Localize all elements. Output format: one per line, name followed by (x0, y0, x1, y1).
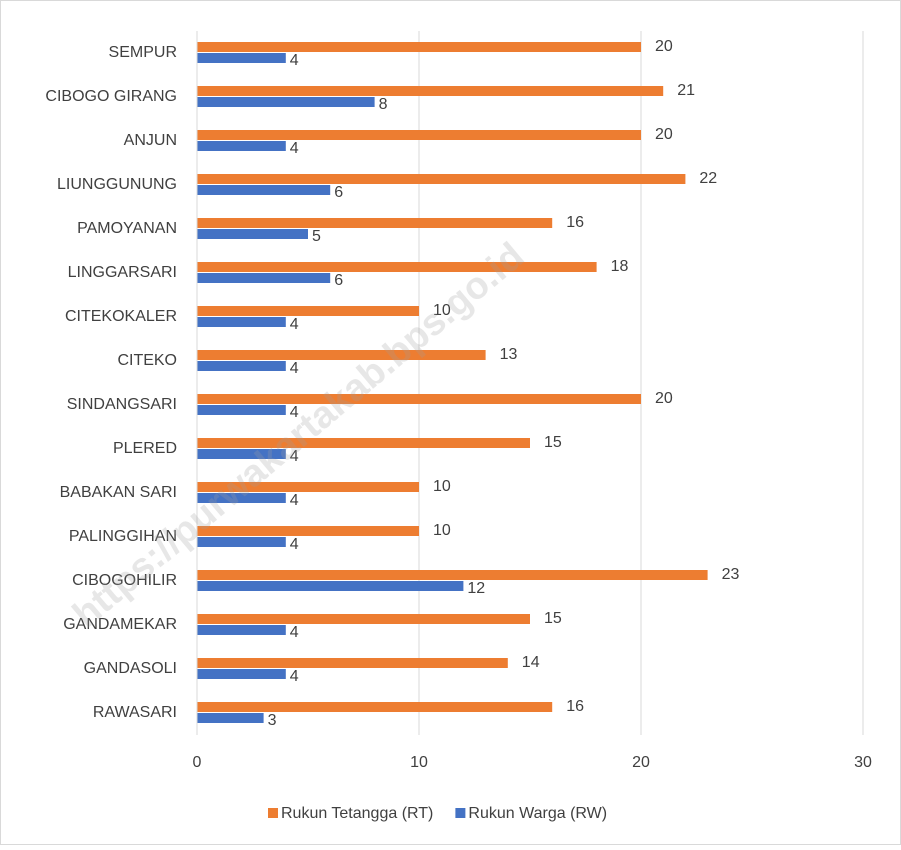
data-label: 4 (290, 492, 299, 509)
bar (197, 350, 486, 360)
y-tick-label: GANDAMEKAR (63, 616, 177, 633)
legend-swatch (268, 808, 278, 818)
bar (197, 130, 641, 140)
data-label: 6 (334, 184, 343, 201)
x-tick-label: 30 (854, 754, 872, 771)
x-tick-label: 20 (632, 754, 650, 771)
bar (197, 218, 553, 228)
data-label: 21 (677, 82, 695, 99)
bar (197, 625, 286, 635)
y-tick-label: RAWASARI (93, 704, 177, 721)
bar (197, 42, 641, 52)
bar (197, 86, 664, 96)
bar (197, 405, 286, 415)
y-tick-label: PLERED (113, 440, 177, 457)
data-label: 4 (290, 448, 299, 465)
bar (197, 306, 419, 316)
data-label: 4 (290, 536, 299, 553)
data-label: 16 (566, 698, 584, 715)
data-label: 18 (611, 258, 629, 275)
y-tick-label: SINDANGSARI (67, 396, 177, 413)
bar (197, 526, 419, 536)
data-label: 4 (290, 52, 299, 69)
data-label: 10 (433, 522, 451, 539)
bar (197, 581, 464, 591)
y-tick-label: CIBOGOHILIR (72, 572, 177, 589)
data-label: 10 (433, 302, 451, 319)
y-tick-label: LIUNGGUNUNG (57, 176, 177, 193)
bar (197, 449, 286, 459)
data-label: 4 (290, 360, 299, 377)
bar (197, 317, 286, 327)
bar (197, 53, 286, 63)
data-label: 8 (379, 96, 388, 113)
data-label: 23 (722, 566, 740, 583)
data-label: 5 (312, 228, 321, 245)
bar (197, 713, 264, 723)
y-tick-label: CITEKOKALER (65, 308, 177, 325)
bar (197, 669, 286, 679)
x-tick-label: 10 (410, 754, 428, 771)
bar (197, 174, 686, 184)
y-tick-label: LINGGARSARI (68, 264, 177, 281)
y-tick-label: GANDASOLI (84, 660, 177, 677)
bar (197, 97, 375, 107)
data-label: 4 (290, 668, 299, 685)
bar (197, 658, 508, 668)
data-label: 20 (655, 38, 673, 55)
data-label: 10 (433, 478, 451, 495)
bar (197, 185, 331, 195)
x-tick-label: 0 (193, 754, 202, 771)
data-label: 12 (467, 580, 485, 597)
data-label: 6 (334, 272, 343, 289)
data-label: 20 (655, 390, 673, 407)
y-tick-label: PALINGGIHAN (69, 528, 177, 545)
bar (197, 570, 708, 580)
legend-label: Rukun Tetangga (RT) (281, 805, 433, 822)
data-label: 13 (500, 346, 518, 363)
data-label: 14 (522, 654, 540, 671)
y-tick-label: CIBOGO GIRANG (45, 88, 177, 105)
y-tick-label: ANJUN (124, 132, 177, 149)
data-label: 22 (699, 170, 717, 187)
bar (197, 702, 553, 712)
y-tick-label: BABAKAN SARI (60, 484, 177, 501)
data-label: 15 (544, 610, 562, 627)
legend-swatch (455, 808, 466, 818)
y-tick-label: PAMOYANAN (77, 220, 177, 237)
bar (197, 493, 286, 503)
bar (197, 394, 641, 404)
y-tick-label: SEMPUR (109, 44, 177, 61)
bar (197, 273, 331, 283)
bar (197, 537, 286, 547)
data-label: 4 (290, 140, 299, 157)
y-tick-label: CITEKO (117, 352, 177, 369)
data-label: 4 (290, 316, 299, 333)
bar (197, 438, 530, 448)
data-label: 20 (655, 126, 673, 143)
bar (197, 614, 530, 624)
data-label: 16 (566, 214, 584, 231)
bar (197, 482, 419, 492)
data-label: 4 (290, 624, 299, 641)
data-label: 15 (544, 434, 562, 451)
bar (197, 361, 286, 371)
data-label: 3 (268, 712, 277, 729)
data-label: 4 (290, 404, 299, 421)
bar (197, 229, 308, 239)
bar (197, 141, 286, 151)
bar (197, 262, 597, 272)
legend-label: Rukun Warga (RW) (468, 805, 607, 822)
